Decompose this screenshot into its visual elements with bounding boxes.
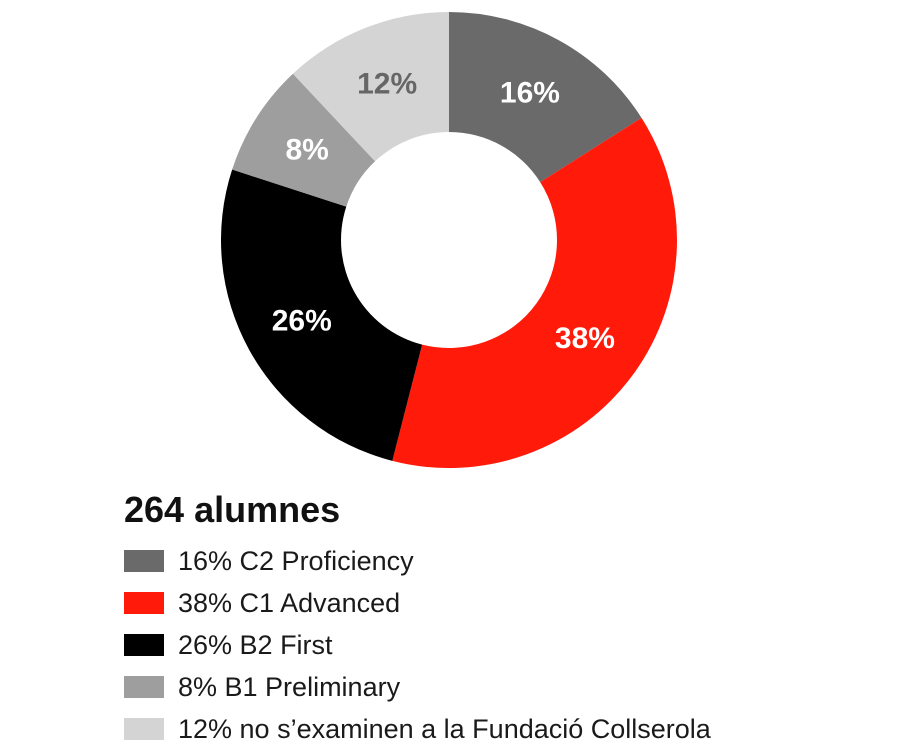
legend-label-1: 38% C1 Advanced xyxy=(178,587,401,618)
slice-data-label-3: 8% xyxy=(285,133,328,166)
donut-slice-1 xyxy=(392,117,678,469)
legend-swatch-4 xyxy=(124,718,164,740)
donut-slices xyxy=(221,12,678,469)
slice-data-label-4: 12% xyxy=(357,67,417,100)
legend-swatch-2 xyxy=(124,634,164,656)
donut-chart: 16% 38% 26% 8% 12% xyxy=(221,12,678,469)
legend-label-3: 8% B1 Preliminary xyxy=(178,671,401,702)
legend-swatch-1 xyxy=(124,592,164,614)
donut-slice-2 xyxy=(221,169,423,461)
legend-item-0: 16% C2 Proficiency xyxy=(124,540,711,582)
donut-slice-4 xyxy=(292,12,449,162)
chart-title: 264 alumnes xyxy=(124,489,341,530)
legend-item-4: 12% no s’examinen a la Fundació Collsero… xyxy=(124,708,711,750)
legend-item-3: 8% B1 Preliminary xyxy=(124,666,711,708)
slice-data-label-1: 38% xyxy=(555,322,615,355)
legend-swatch-3 xyxy=(124,676,164,698)
slice-data-label-2: 26% xyxy=(272,304,332,337)
legend-item-2: 26% B2 First xyxy=(124,624,711,666)
legend-swatch-0 xyxy=(124,550,164,572)
legend-label-0: 16% C2 Proficiency xyxy=(178,545,414,576)
slice-data-label-0: 16% xyxy=(500,76,560,109)
legend: 16% C2 Proficiency 38% C1 Advanced 26% B2 … xyxy=(124,540,711,750)
legend-label-4: 12% no s’examinen a la Fundació Collsero… xyxy=(178,713,711,744)
legend-item-1: 38% C1 Advanced xyxy=(124,582,711,624)
donut-slice-0 xyxy=(449,12,642,183)
legend-label-2: 26% B2 First xyxy=(178,629,333,660)
donut-slice-3 xyxy=(232,73,376,207)
donut-slice-labels: 16% 38% 26% 8% 12% xyxy=(272,67,615,355)
